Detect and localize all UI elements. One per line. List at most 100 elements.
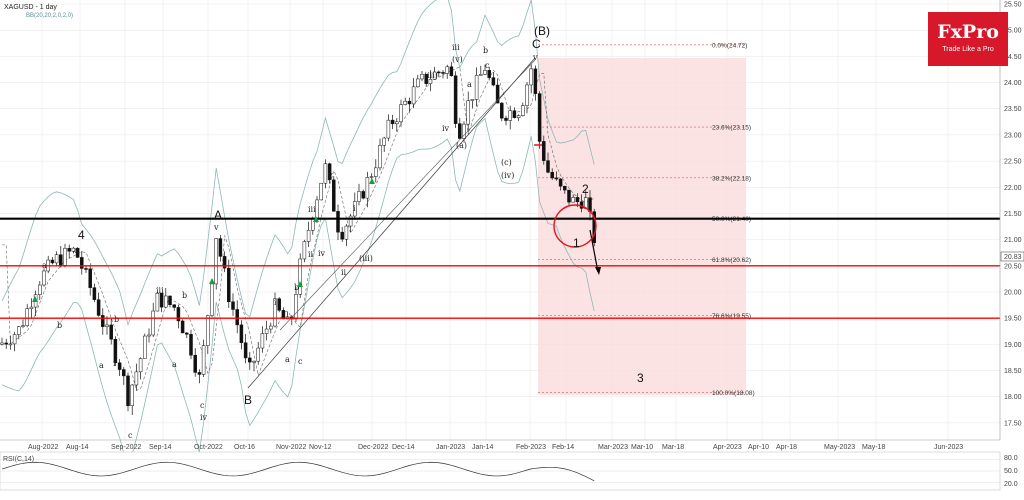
candle (210, 283, 214, 316)
candle (92, 287, 97, 300)
candle (243, 342, 248, 359)
candle (336, 211, 340, 233)
candle (361, 191, 365, 199)
current-price-label: 20.83 (1004, 254, 1022, 261)
candle (201, 345, 206, 375)
candle (424, 74, 428, 84)
candle (277, 298, 281, 311)
buy-signal-arrow (32, 296, 38, 302)
x-tick-label: Apr-18 (776, 444, 797, 451)
candlesticks (0, 62, 596, 416)
candle (516, 115, 521, 118)
wave-label: a (42, 261, 47, 270)
indicator-label: BB(20,20,2,0,2,0) (26, 13, 73, 19)
y-tick-label: 20.50 (1004, 263, 1022, 270)
chart-grid (0, 0, 1000, 440)
candle (432, 71, 437, 80)
candle (558, 178, 563, 187)
wave-label: a (467, 80, 472, 89)
candle (462, 123, 466, 139)
candle (151, 310, 155, 336)
candle (533, 68, 538, 94)
candle (546, 160, 550, 173)
candle (260, 333, 265, 349)
candle (571, 197, 575, 203)
symbol-title: XAGUSD - 1 day (4, 4, 57, 11)
candle (374, 167, 378, 177)
candle (441, 72, 445, 74)
candle (176, 307, 181, 322)
fib-level-label: 38.2%(22.18) (712, 175, 751, 182)
wave-label: C (532, 37, 541, 51)
candle (504, 117, 508, 121)
wave-label: i (274, 298, 277, 307)
candle (575, 197, 580, 203)
candle (395, 121, 399, 125)
x-tick-label: Aug-14 (66, 444, 89, 451)
rsi-line (1, 461, 595, 482)
key-levels (0, 217, 1000, 319)
candle (180, 320, 185, 334)
candle (323, 163, 328, 184)
candle (189, 334, 193, 356)
candle (332, 179, 336, 212)
candle (474, 75, 479, 100)
wave-label: c (485, 61, 490, 70)
candle (218, 238, 223, 257)
candle (407, 100, 412, 105)
candle (105, 324, 109, 327)
wave-label: 2 (582, 182, 589, 196)
candle (319, 182, 323, 201)
y-tick-label: 17.50 (1004, 420, 1022, 427)
buy-signal-arrow (313, 216, 319, 222)
candle (353, 201, 357, 217)
wave-label: c (200, 401, 205, 410)
wave-label: b (483, 46, 488, 55)
candle (294, 294, 298, 320)
price-axis: 25.50 25.00 24.50 24.00 23.50 23.00 22.50 22.00… (1004, 2, 1022, 428)
fib-projection-zone (538, 58, 746, 395)
x-tick-label: Apr-2023 (713, 444, 742, 451)
candle (239, 324, 244, 344)
wave-label: (iii) (359, 254, 373, 263)
wave-label: b (182, 291, 187, 300)
candle (138, 358, 143, 373)
candle (185, 332, 189, 335)
candle (369, 176, 374, 178)
candle (466, 100, 470, 125)
logo-brand: FxPro (937, 21, 999, 43)
wave-label: iii (452, 43, 460, 52)
time-axis: Aug-2022 Aug-14 Sep-2022 Sep-14 Oct-2022 Oct-… (28, 444, 963, 451)
x-tick-label: Dec-2022 (358, 444, 388, 451)
candle (122, 369, 126, 377)
projection-arrowhead (595, 267, 601, 275)
candle (117, 362, 122, 370)
x-tick-label: Mar-18 (662, 444, 684, 451)
candle (172, 304, 176, 308)
candle (437, 71, 441, 74)
x-tick-label: Apr-10 (748, 444, 769, 451)
y-tick-label: 21.00 (1004, 237, 1022, 244)
x-tick-label: Oct-2022 (194, 444, 223, 451)
candle (269, 325, 273, 330)
y-tick-label: 22.00 (1004, 185, 1022, 192)
candle (378, 145, 382, 169)
candle (453, 75, 458, 124)
rsi-tick-80: 80.0 (1004, 455, 1018, 462)
y-tick-label: 23.50 (1004, 106, 1022, 113)
candle (382, 137, 386, 146)
candle (143, 335, 147, 359)
x-tick-label: Jan-14 (472, 444, 494, 451)
candle (84, 268, 88, 270)
trendline-channel (279, 59, 536, 331)
wave-labels: 4AB(B)C123abcabccabciiiiiiivvabciiiiivvi… (32, 24, 644, 459)
x-tick-label: Feb-2023 (516, 444, 546, 451)
candle (567, 189, 571, 203)
wave-label: (iv) (501, 171, 514, 180)
y-tick-label: 23.00 (1004, 132, 1022, 139)
wave-label: (B) (534, 24, 550, 38)
candle (17, 326, 21, 335)
x-tick-label: Jun-2023 (934, 444, 963, 451)
buy-signal-arrow (369, 178, 375, 184)
